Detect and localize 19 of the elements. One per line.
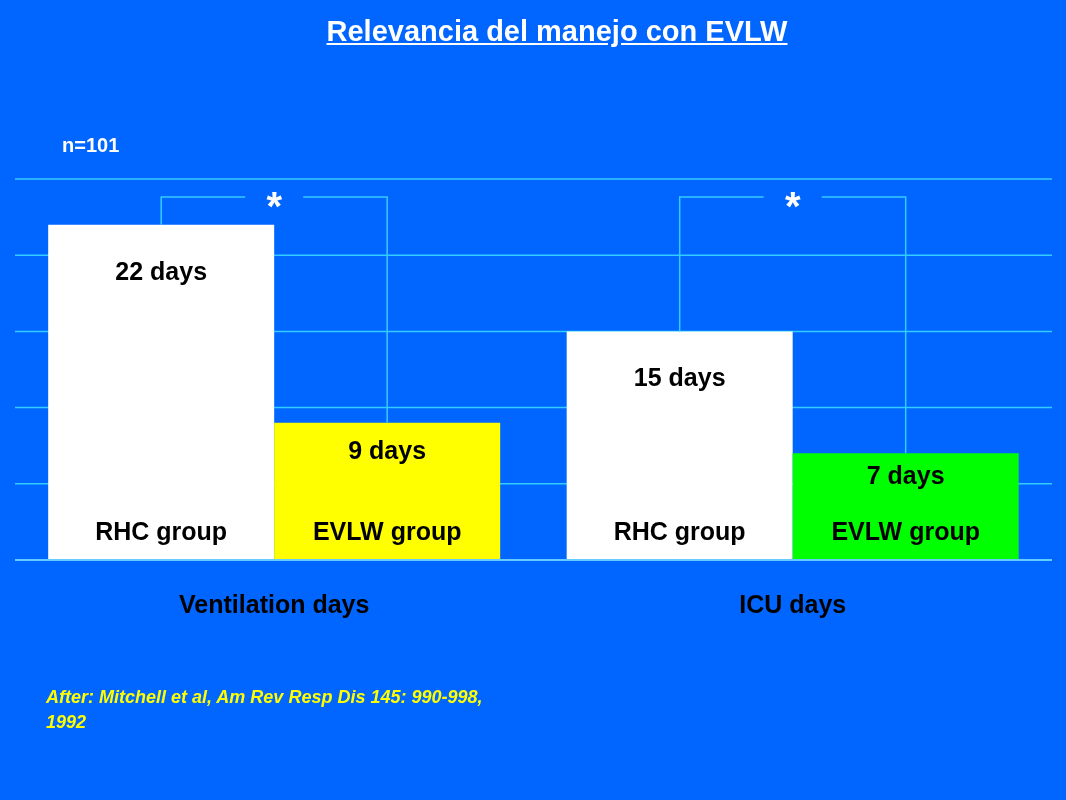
data-label: 9 days: [348, 436, 427, 465]
x-tick-label: ICU days: [739, 590, 847, 618]
bar: [792, 453, 1019, 560]
annotation: *: [784, 184, 801, 228]
chart-title: Relevancia del manejo con EVLW: [326, 15, 788, 48]
text: After: Mitchell et al, Am Rev Resp Dis 145: 990-998, 1992: [46, 686, 484, 734]
data-label: 15 days: [633, 363, 726, 392]
series-label: RHC group: [95, 517, 228, 545]
bar: [48, 224, 275, 560]
data-label: 7 days: [866, 460, 945, 489]
text: n=101: [62, 134, 120, 157]
data-label: 22 days: [115, 256, 208, 285]
annotation: *: [266, 184, 283, 228]
bar: [274, 422, 501, 560]
x-tick-label: Ventilation days: [179, 590, 370, 618]
text: EVLW group: [831, 517, 980, 545]
series-label: EVLW group: [312, 517, 462, 545]
bar: [566, 331, 793, 560]
text: RHC group: [613, 517, 746, 545]
